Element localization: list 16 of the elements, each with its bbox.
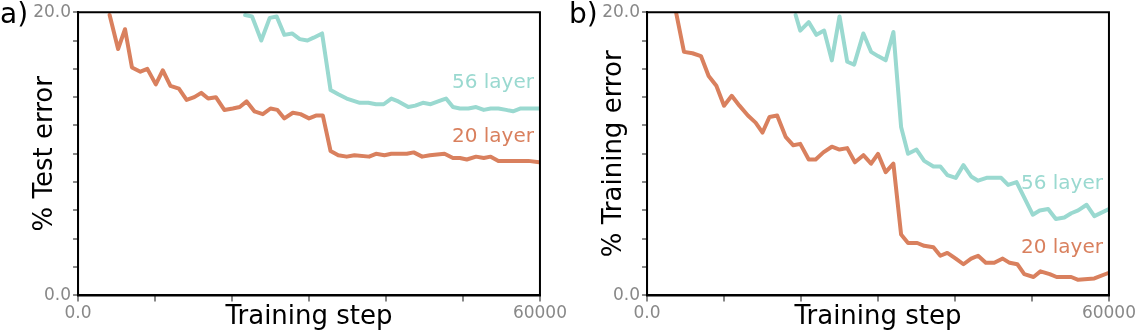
y-tick-label: 20.0: [602, 0, 641, 21]
series-label: 20 layer: [1020, 233, 1104, 258]
y-tick-label: 20.0: [33, 0, 72, 21]
x-tick-label: 0.0: [633, 302, 661, 323]
x-tick-label: 60000: [1081, 302, 1137, 323]
y-axis-title: % Test error: [28, 75, 59, 232]
y-axis-title: % Training error: [597, 50, 628, 258]
chart-title: b): [569, 0, 598, 31]
series-label: 56 layer: [1020, 170, 1104, 195]
series-label: 56 layer: [451, 69, 535, 94]
x-axis-title: Training step: [793, 300, 962, 331]
chart-title: a): [0, 0, 29, 31]
x-tick-label: 0.0: [64, 302, 92, 323]
x-tick-label: 60000: [512, 302, 568, 323]
series-label: 20 layer: [451, 123, 535, 148]
x-axis-title: Training step: [224, 300, 393, 331]
